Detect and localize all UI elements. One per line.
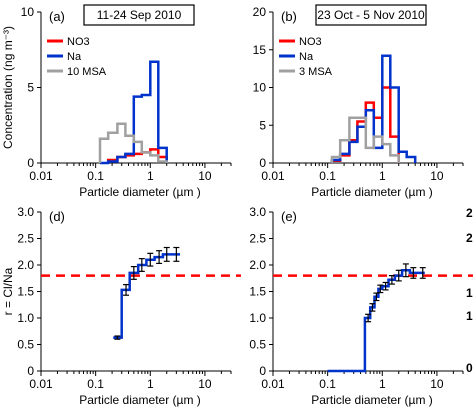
date-label: 11-24 Sep 2010 [97, 8, 182, 22]
x-tick-label: 1 [147, 169, 154, 183]
error-bar [395, 269, 402, 282]
y-tick-label: 1.5 [17, 285, 34, 299]
y-axis-label: Concentration (ng m⁻³) [1, 26, 15, 149]
error-bar [114, 335, 121, 340]
y-tick-label: 2.0 [249, 258, 266, 272]
legend-entry: 10 MSA [67, 66, 107, 78]
series-line-na [100, 60, 168, 165]
x-tick-label: 10 [430, 169, 444, 183]
x-tick-label: 1 [379, 377, 386, 391]
y-tick-label: 3.0 [17, 205, 34, 219]
legend-entry: Na [67, 51, 82, 63]
y-tick-label: 3.0 [249, 205, 266, 219]
y-tick-label: 0.5 [17, 338, 34, 352]
x-tick-label: 10 [430, 377, 444, 391]
y-tick-label: 0 [259, 364, 266, 378]
y-tick-label: 0.5 [249, 338, 266, 352]
x-tick-label: 10 [198, 377, 212, 391]
date-label-box [315, 4, 427, 26]
y-tick-label: 0 [27, 156, 34, 170]
legend: NO3 Na 3 MSA [279, 36, 333, 78]
y-tick-label: 20 [253, 5, 267, 19]
series-line-ratio [327, 269, 425, 373]
y-tick-label: 15 [253, 43, 267, 57]
error-bar [156, 250, 163, 265]
x-tick-label: 1 [379, 169, 386, 183]
error-bar [163, 246, 170, 262]
panel-d: 0 0.5 1.0 1.5 2.0 2.5 3.0 0.01 0.1 1 10 Particle di… [1, 205, 241, 407]
error-bar [130, 265, 137, 280]
x-tick-label: 0.01 [29, 377, 53, 391]
y-tick-label: 10 [21, 5, 35, 19]
y-tick-label: 10 [253, 81, 267, 95]
series-line-na [330, 54, 417, 163]
error-bar [382, 281, 389, 291]
legend-entry: NO3 [67, 36, 90, 48]
x-axis-label: Particle diameter (µm ) [79, 185, 201, 199]
series-line-3-msa [330, 116, 400, 163]
series-line-10-msa [98, 122, 168, 163]
error-bar [419, 267, 426, 279]
x-tick-label: 0.1 [87, 377, 104, 391]
x-tick-label: 1 [147, 377, 154, 391]
y-tick-label: 2.5 [17, 232, 34, 246]
series-line-ratio [113, 253, 180, 339]
y-tick-label: 0 [259, 156, 266, 170]
error-bar [410, 267, 417, 279]
y-tick-label: 5 [27, 81, 34, 95]
x-tick-label: 0.01 [29, 169, 53, 183]
right-edge-tick: 0 [466, 361, 473, 375]
y-tick-label: 1.0 [249, 311, 266, 325]
panel-label: (a) [49, 9, 65, 24]
error-bar [138, 258, 145, 272]
right-edge-tick: 1 [466, 286, 473, 300]
date-label: 23 Oct - 5 Nov 2010 [317, 8, 425, 22]
x-tick-label: 10 [198, 169, 212, 183]
legend-entry: 3 MSA [299, 66, 333, 78]
error-bar [147, 252, 154, 267]
y-tick-label: 5 [259, 118, 266, 132]
y-tick-label: 1.5 [249, 285, 266, 299]
date-label-box [83, 4, 195, 26]
panel-b: 0 5 10 15 20 0.01 0.1 1 10 Particle diameter (µm … [253, 4, 464, 199]
y-tick-label: 2.5 [249, 232, 266, 246]
legend: NO3 Na 10 MSA [47, 36, 107, 78]
x-tick-label: 0.1 [87, 169, 104, 183]
legend-entry: Na [299, 51, 314, 63]
x-tick-label: 0.01 [261, 377, 285, 391]
right-edge-tick: 2 [466, 206, 473, 220]
y-tick-label: 0 [27, 364, 34, 378]
y-tick-label: 2.0 [17, 258, 34, 272]
x-tick-label: 0.01 [261, 169, 285, 183]
error-bar [123, 284, 130, 296]
error-bar [402, 263, 409, 278]
panel-a: 0 5 10 0.01 0.1 1 10 Particle diameter (µm ) Con… [1, 4, 232, 199]
panel-label: (e) [281, 209, 297, 224]
panel-label: (b) [281, 9, 297, 24]
error-bar [173, 246, 180, 262]
right-edge-tick: 2 [466, 231, 473, 245]
panel-label: (d) [49, 209, 65, 224]
x-tick-label: 0.1 [319, 377, 336, 391]
error-bar [365, 313, 372, 323]
right-edge-tick: 1 [466, 309, 473, 323]
x-axis-label: Particle diameter (µm ) [311, 185, 433, 199]
x-axis-label: Particle diameter (µm ) [79, 393, 201, 407]
x-tick-label: 0.1 [319, 169, 336, 183]
y-tick-label: 1.0 [17, 311, 34, 325]
error-bar [388, 275, 395, 285]
error-bar [369, 303, 376, 312]
error-bar [377, 284, 384, 294]
y-axis-label: r = Cl/Na [1, 267, 15, 315]
legend-entry: NO3 [299, 36, 322, 48]
x-axis-label: Particle diameter (µm ) [311, 393, 433, 407]
